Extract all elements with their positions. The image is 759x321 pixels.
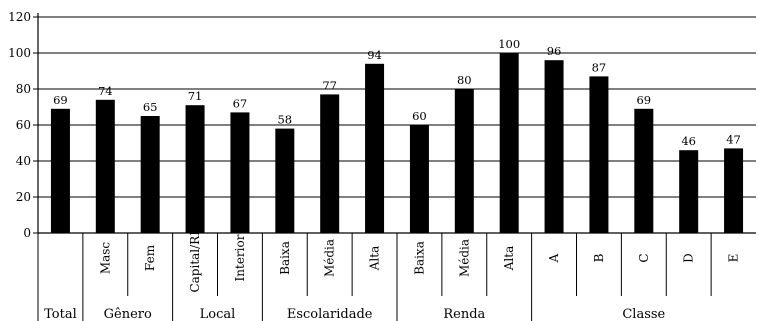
y-tick-label: 80	[16, 82, 31, 96]
bar	[365, 63, 385, 233]
y-tick-label: 40	[16, 154, 31, 168]
y-tick-label: 0	[23, 226, 31, 240]
bar-value-label: 77	[322, 78, 337, 92]
category-label: Média	[323, 239, 337, 277]
category-label: Interior	[233, 234, 247, 281]
category-label: A	[547, 253, 561, 263]
category-label: Alta	[502, 246, 516, 271]
group-label: Escolaridade	[287, 307, 373, 321]
bar-value-label: 94	[367, 48, 382, 62]
category-label: Média	[457, 239, 471, 277]
y-tick-label: 100	[8, 46, 31, 60]
bar	[499, 53, 519, 233]
bar	[454, 89, 474, 233]
group-label: Gênero	[104, 307, 152, 321]
category-label: C	[637, 253, 651, 262]
category-labels: Masc Fem Capital/RM Interior Baixa Média Alta B…	[98, 223, 740, 292]
bar	[185, 105, 205, 233]
bar-value-label: 80	[457, 73, 472, 87]
bar	[409, 125, 429, 233]
bar	[634, 108, 654, 233]
bar	[589, 76, 609, 234]
category-label: Masc	[98, 242, 112, 275]
bar-value-label: 58	[277, 113, 292, 127]
bar	[50, 108, 70, 233]
category-label: E	[727, 254, 741, 263]
y-tick-label: 120	[8, 10, 31, 24]
bar	[275, 128, 295, 233]
bar-value-label: 65	[143, 100, 158, 114]
group-label: Local	[200, 307, 236, 321]
category-label: Fem	[143, 244, 157, 271]
axes	[37, 13, 756, 321]
group-label: Renda	[443, 307, 485, 321]
bar-value-label: 47	[726, 132, 741, 146]
y-tick-label: 60	[16, 118, 31, 132]
bar-value-label: 67	[233, 96, 248, 110]
category-label: Alta	[368, 246, 382, 271]
category-label: Capital/RM	[188, 223, 202, 292]
category-label: B	[592, 253, 606, 262]
bar	[724, 148, 744, 233]
bar-value-label: 96	[547, 44, 562, 58]
bar	[95, 99, 115, 233]
bars	[50, 53, 744, 234]
bar	[679, 150, 699, 233]
bar-value-label: 69	[636, 93, 651, 107]
bar-value-label: 69	[53, 93, 68, 107]
data-labels: 69 74 65 71 67 58 77 94 60 80 100 96 87 69 46 47	[53, 37, 741, 148]
group-labels: Total Gênero Local Escolaridade Renda Classe	[44, 307, 665, 321]
bar-value-label: 74	[98, 84, 113, 98]
bar	[140, 116, 160, 233]
bar-value-label: 100	[498, 37, 520, 51]
y-axis-ticks: 0 20 40 60 80 100 120	[8, 10, 38, 240]
category-label: Baixa	[412, 241, 426, 275]
group-label: Total	[44, 307, 77, 321]
category-label: D	[682, 253, 696, 263]
category-label: Baixa	[278, 241, 292, 275]
y-tick-label: 20	[16, 190, 31, 204]
bar-value-label: 60	[412, 109, 427, 123]
bar	[544, 60, 564, 234]
bar-value-label: 46	[681, 134, 696, 148]
bar-value-label: 71	[188, 89, 203, 103]
group-label: Classe	[622, 307, 665, 321]
bar-value-label: 87	[592, 60, 607, 74]
bar	[320, 94, 340, 234]
bar	[230, 112, 250, 233]
